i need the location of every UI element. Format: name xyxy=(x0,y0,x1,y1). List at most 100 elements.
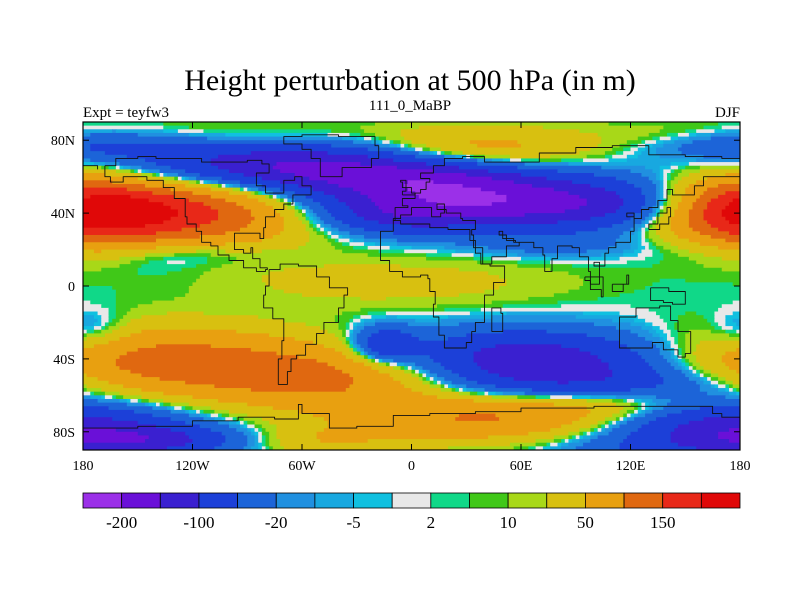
field-cell xyxy=(579,205,621,211)
field-cell xyxy=(163,202,205,207)
field-cell xyxy=(353,340,358,345)
field-cell xyxy=(170,417,205,422)
field-cell xyxy=(641,249,653,254)
field-cell xyxy=(83,194,91,200)
field-cell xyxy=(192,439,226,444)
field-cell xyxy=(360,296,387,302)
colorbar-box xyxy=(469,492,509,509)
field-cell xyxy=(389,143,398,149)
field-cell xyxy=(699,169,740,174)
field-cell xyxy=(637,351,661,356)
field-cell xyxy=(316,216,321,221)
field-cell xyxy=(656,417,705,422)
field-cell xyxy=(656,224,672,229)
field-cell xyxy=(302,293,460,298)
field-cell xyxy=(670,355,675,360)
y-tick-label: 40N xyxy=(51,207,75,222)
field-cell xyxy=(101,322,106,327)
field-cell xyxy=(677,362,683,367)
field-cell xyxy=(345,326,351,331)
field-cell xyxy=(378,220,559,225)
field-cell xyxy=(725,388,730,393)
field-cell xyxy=(455,242,617,247)
field-cell xyxy=(163,398,219,404)
field-cell xyxy=(608,362,650,367)
field-cell xyxy=(608,431,632,437)
field-cell xyxy=(83,151,106,156)
field-cell xyxy=(648,307,719,313)
field-cell xyxy=(444,158,478,163)
field-cell xyxy=(404,369,413,375)
field-cell xyxy=(115,311,128,316)
field-cell xyxy=(586,202,624,207)
field-cell xyxy=(521,173,595,178)
field-cell xyxy=(108,315,117,320)
field-cell xyxy=(535,446,544,450)
field-cell xyxy=(378,143,391,149)
field-cell xyxy=(736,391,740,396)
field-cell xyxy=(729,220,740,225)
field-cell xyxy=(349,224,413,229)
field-cell xyxy=(148,169,161,174)
field-cell xyxy=(312,216,318,221)
field-cell xyxy=(258,187,281,192)
colorbar-label: 2 xyxy=(427,513,436,532)
field-cell xyxy=(353,358,369,364)
field-cell xyxy=(659,202,664,207)
field-cell xyxy=(115,300,153,305)
field-cell xyxy=(349,347,354,353)
field-cell xyxy=(400,366,405,371)
field-cell xyxy=(101,326,106,331)
field-cell xyxy=(302,202,321,207)
field-cell xyxy=(696,358,723,364)
field-cell xyxy=(97,377,161,382)
field-cell xyxy=(316,358,354,364)
field-cell xyxy=(575,315,621,320)
field-cell xyxy=(710,136,740,141)
field-cell xyxy=(312,209,329,214)
field-cell xyxy=(302,220,310,225)
field-cell xyxy=(721,304,740,309)
field-cell xyxy=(210,253,369,258)
field-cell xyxy=(553,402,617,407)
field-cell xyxy=(258,431,263,437)
field-cell xyxy=(367,344,497,349)
field-cell xyxy=(163,402,172,407)
field-cell xyxy=(656,329,664,334)
field-cell xyxy=(367,340,621,345)
field-cell xyxy=(331,227,340,232)
field-cell xyxy=(641,224,646,229)
field-cell xyxy=(623,198,646,203)
field-cell xyxy=(287,198,292,203)
field-cell xyxy=(236,417,245,422)
field-cell xyxy=(444,377,467,382)
field-cell xyxy=(619,420,628,426)
field-cell xyxy=(641,326,653,331)
field-cell xyxy=(670,439,730,444)
field-cell xyxy=(499,275,580,280)
field-cell xyxy=(86,329,95,334)
field-cell xyxy=(513,180,573,185)
field-cell xyxy=(586,249,624,254)
field-cell xyxy=(393,158,445,163)
field-cell xyxy=(553,187,606,192)
field-cell xyxy=(677,147,740,152)
field-cell xyxy=(404,143,409,149)
field-cell xyxy=(612,413,624,418)
field-cell xyxy=(688,358,697,364)
colorbar-box xyxy=(662,492,702,509)
field-cell xyxy=(407,143,413,149)
field-cell xyxy=(188,198,226,203)
field-cell xyxy=(667,132,679,138)
field-cell xyxy=(126,351,278,356)
field-cell xyxy=(637,315,661,320)
field-cell xyxy=(641,398,653,404)
field-cell xyxy=(258,428,263,433)
field-cell xyxy=(276,198,281,203)
field-cell xyxy=(458,293,555,298)
field-cell xyxy=(338,198,372,203)
field-cell xyxy=(641,187,657,192)
field-cell xyxy=(466,388,475,393)
colorbar-label: 50 xyxy=(577,513,594,532)
